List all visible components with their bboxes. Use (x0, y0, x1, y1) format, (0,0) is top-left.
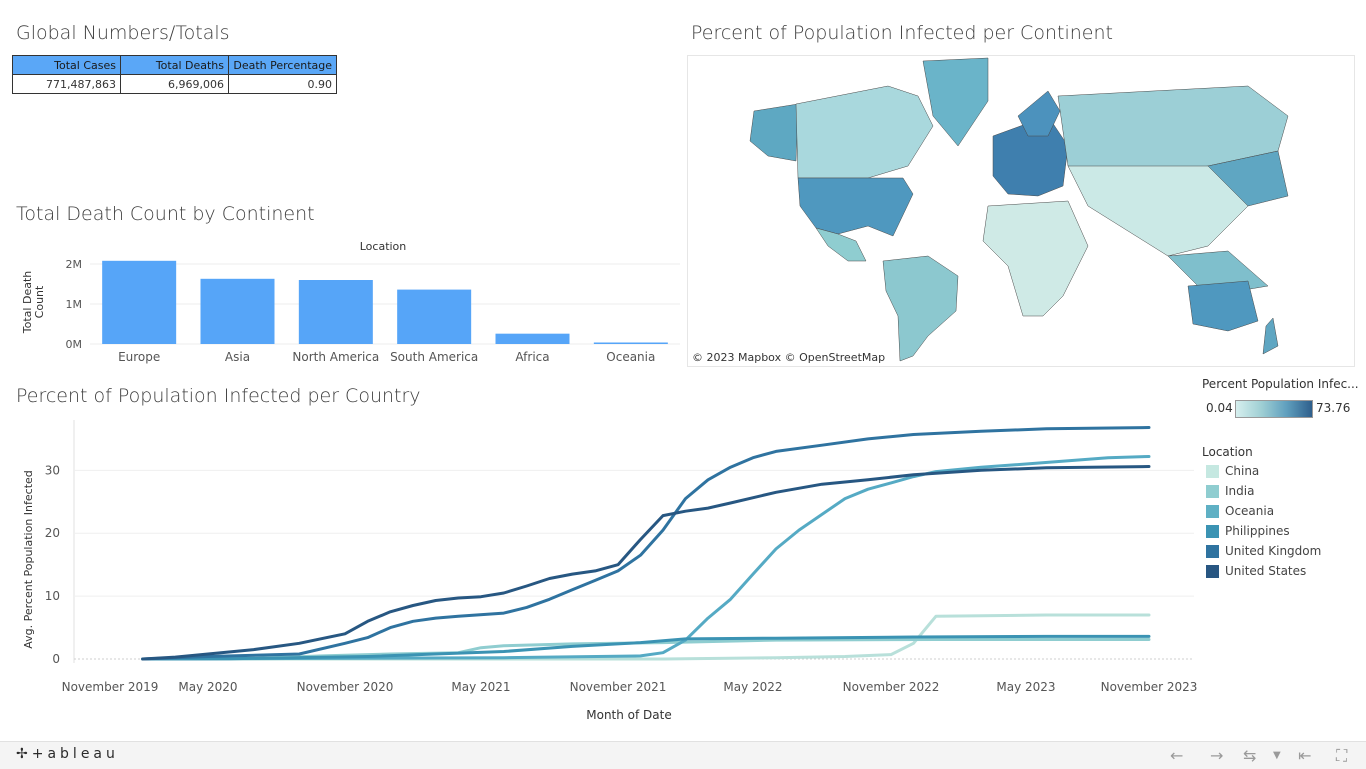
gradient-min-label: 0.04 (1206, 401, 1233, 415)
y-tick-label: 10 (45, 589, 60, 603)
legend-label: Oceania (1225, 504, 1275, 518)
gradient-legend-title: Percent Population Infec... (1202, 377, 1359, 391)
map-africa (982, 200, 1089, 317)
map-asia-south (1067, 165, 1249, 257)
map-new-zealand (1262, 317, 1279, 355)
bar-chart-header: Location (360, 240, 407, 253)
legend-item-china[interactable]: China (1206, 464, 1321, 484)
tableau-logo[interactable]: ✢+ableau (16, 746, 119, 762)
legend-item-philippines[interactable]: Philippines (1206, 524, 1321, 544)
x-tick-label: Asia (225, 350, 250, 364)
x-tick-label: May 2022 (723, 680, 782, 694)
legend-label: India (1225, 484, 1255, 498)
bar-south-america (397, 289, 472, 344)
death-percentage-value: 0.90 (228, 74, 337, 94)
legend-swatch (1206, 525, 1219, 538)
map-usa (797, 177, 914, 237)
legend-item-united-states[interactable]: United States (1206, 564, 1321, 584)
legend-label: Philippines (1225, 524, 1290, 538)
revert-dropdown-icon[interactable]: ▼ (1273, 750, 1281, 761)
death-percentage-header: Death Percentage (228, 55, 337, 75)
bar-europe (102, 260, 177, 344)
total-cases-value: 771,487,863 (12, 74, 121, 94)
reset-first-icon[interactable]: ⇤ (1298, 746, 1312, 765)
y-tick-label: 20 (45, 526, 60, 540)
map-south-america (882, 255, 959, 362)
undo-icon[interactable]: ← (1170, 746, 1184, 765)
bar-africa (495, 333, 570, 344)
y-tick-label: 0M (66, 338, 83, 351)
total-deaths-value: 6,969,006 (120, 74, 229, 94)
location-legend-title: Location (1202, 445, 1253, 459)
x-tick-label: South America (390, 350, 478, 364)
death-count-title: Total Death Count by Continent (16, 203, 315, 225)
legend-swatch (1206, 565, 1219, 578)
bar-north-america (298, 280, 373, 344)
map-scandinavia (1017, 90, 1061, 137)
map-title: Percent of Population Infected per Conti… (691, 22, 1113, 44)
tableau-footer: ✢+ableau ← → ⇆ ▼ ⇤ ⛶ (0, 741, 1366, 769)
global-totals-table: Total Cases Total Deaths Death Percentag… (12, 55, 337, 94)
legend-item-united-kingdom[interactable]: United Kingdom (1206, 544, 1321, 564)
gradient-max-label: 73.76 (1316, 401, 1351, 415)
line-united-kingdom (141, 426, 1151, 661)
legend-swatch (1206, 545, 1219, 558)
x-tick-label: November 2019 (62, 680, 159, 694)
x-tick-label: November 2023 (1101, 680, 1198, 694)
legend-item-india[interactable]: India (1206, 484, 1321, 504)
revert-icon[interactable]: ⇆ (1243, 746, 1257, 765)
line-oceania (141, 455, 1151, 661)
x-tick-label: May 2023 (996, 680, 1055, 694)
x-tick-label: North America (292, 350, 379, 364)
x-tick-label: Oceania (606, 350, 655, 364)
y-axis-label: Avg. Percent Population Infected (22, 470, 35, 649)
location-legend: China India Oceania Philippines United K… (1206, 464, 1321, 584)
world-map[interactable]: © 2023 Mapbox © OpenStreetMap (687, 55, 1355, 367)
x-tick-label: May 2020 (178, 680, 237, 694)
line-philippines (141, 634, 1151, 661)
legend-swatch (1206, 485, 1219, 498)
map-australia (1187, 280, 1259, 332)
y-tick-label: 30 (45, 463, 60, 477)
world-map-graphic (749, 57, 1289, 362)
legend-swatch (1206, 465, 1219, 478)
x-tick-label: Europe (118, 350, 160, 364)
redo-icon[interactable]: → (1210, 746, 1224, 765)
global-numbers-title: Global Numbers/Totals (16, 22, 230, 44)
map-greenland (922, 57, 989, 147)
map-alaska (749, 103, 799, 162)
line-united-states (141, 465, 1151, 661)
y-axis-label: Total DeathCount (21, 271, 46, 334)
x-tick-label: November 2021 (570, 680, 667, 694)
map-mexico (815, 227, 867, 262)
y-tick-label: 1M (66, 298, 83, 311)
map-attribution[interactable]: © 2023 Mapbox © OpenStreetMap (692, 351, 886, 364)
gradient-color-bar (1235, 400, 1313, 418)
x-tick-label: Africa (515, 350, 549, 364)
y-tick-label: 2M (66, 258, 83, 271)
country-infection-line-chart: 0 10 20 30 Avg. Percent Population Infected N… (22, 420, 1198, 722)
bar-asia (200, 278, 275, 344)
y-tick-label: 0 (52, 652, 60, 666)
bar-oceania (593, 342, 668, 344)
country-infection-title: Percent of Population Infected per Count… (16, 385, 421, 407)
total-cases-header: Total Cases (12, 55, 121, 75)
x-axis-label: Month of Date (586, 708, 672, 722)
legend-swatch (1206, 505, 1219, 518)
fullscreen-icon[interactable]: ⛶ (1336, 746, 1348, 765)
x-tick-label: May 2021 (451, 680, 510, 694)
legend-label: United States (1225, 564, 1307, 578)
legend-item-oceania[interactable]: Oceania (1206, 504, 1321, 524)
x-tick-label: November 2020 (297, 680, 394, 694)
map-east-asia (1207, 150, 1289, 207)
legend-label: United Kingdom (1225, 544, 1322, 558)
x-tick-label: November 2022 (843, 680, 940, 694)
total-deaths-header: Total Deaths (120, 55, 229, 75)
legend-label: China (1225, 464, 1260, 478)
death-count-bar-chart: Location 0M 1M 2M Total DeathCount Europe Asia… (21, 240, 680, 364)
map-canada (795, 85, 934, 179)
